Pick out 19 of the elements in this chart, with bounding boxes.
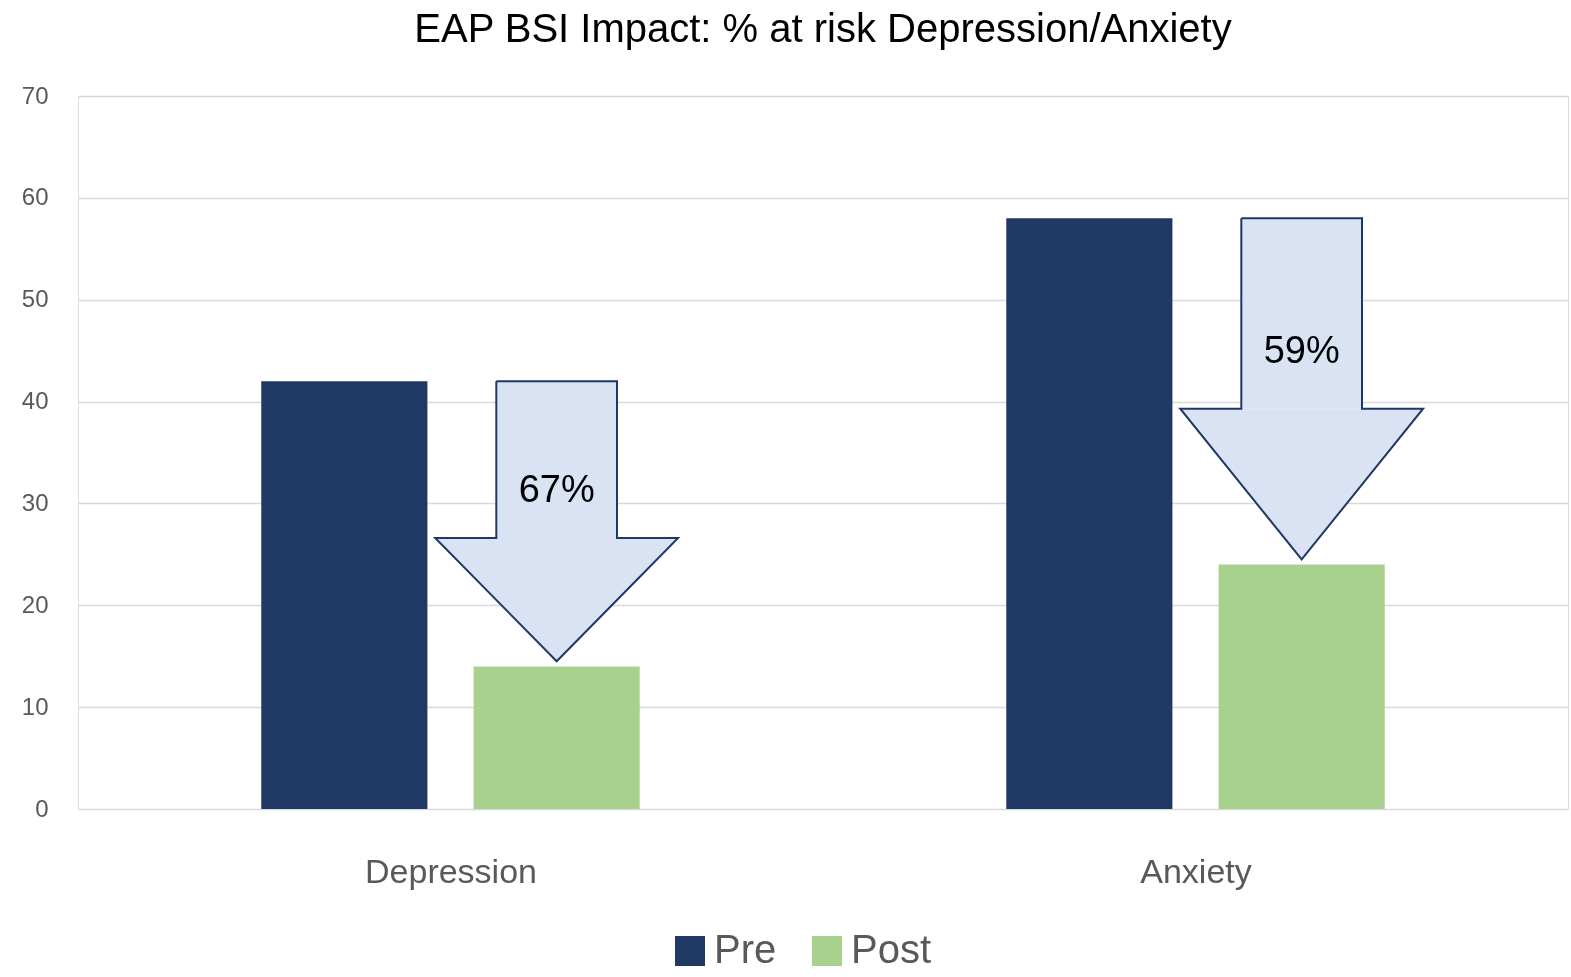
- x-tick-label: Anxiety: [1140, 851, 1252, 890]
- bar: [1006, 218, 1173, 809]
- y-tick-label: 40: [21, 387, 49, 415]
- bar: [473, 666, 640, 809]
- y-tick-label: 60: [21, 183, 49, 211]
- annotation: 67%: [518, 468, 595, 510]
- annotation: 59%: [1263, 328, 1340, 371]
- y-tick-label: 50: [21, 285, 49, 313]
- legend-label: Post: [851, 927, 932, 971]
- bar: [261, 381, 428, 809]
- y-tick-label: 30: [21, 488, 49, 516]
- chart-title: EAP BSI Impact: % at risk Depression/Anxiety: [414, 6, 1232, 50]
- legend-label: Pre: [714, 927, 777, 971]
- x-tick-label: Depression: [365, 851, 537, 890]
- y-tick-label: 10: [21, 692, 49, 720]
- y-tick-label: 70: [21, 81, 49, 109]
- bar: [1218, 564, 1385, 809]
- y-tick-label: 20: [21, 590, 49, 618]
- y-tick-label: 0: [35, 794, 49, 822]
